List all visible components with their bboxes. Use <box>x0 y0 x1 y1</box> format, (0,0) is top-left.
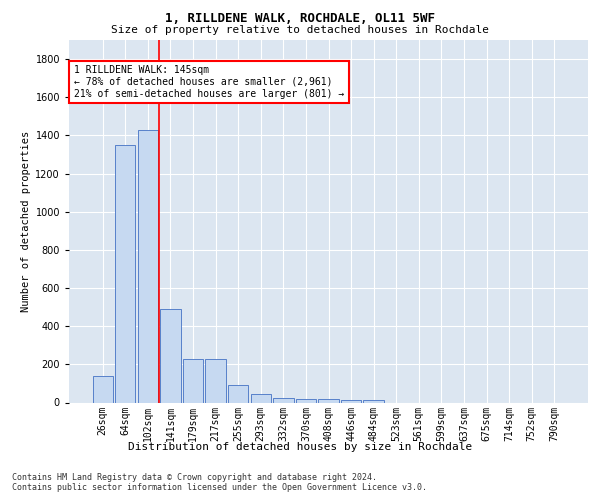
Text: Distribution of detached houses by size in Rochdale: Distribution of detached houses by size … <box>128 442 472 452</box>
Text: 1, RILLDENE WALK, ROCHDALE, OL11 5WF: 1, RILLDENE WALK, ROCHDALE, OL11 5WF <box>165 12 435 26</box>
Bar <box>205 358 226 403</box>
Text: Size of property relative to detached houses in Rochdale: Size of property relative to detached ho… <box>111 25 489 35</box>
Bar <box>228 386 248 402</box>
Y-axis label: Number of detached properties: Number of detached properties <box>21 130 31 312</box>
Text: 1 RILLDENE WALK: 145sqm
← 78% of detached houses are smaller (2,961)
21% of semi: 1 RILLDENE WALK: 145sqm ← 78% of detache… <box>74 66 344 98</box>
Bar <box>319 399 338 402</box>
Text: Contains HM Land Registry data © Crown copyright and database right 2024.
Contai: Contains HM Land Registry data © Crown c… <box>12 472 427 492</box>
Bar <box>273 398 293 402</box>
Bar <box>296 399 316 402</box>
Bar <box>364 400 384 402</box>
Bar <box>160 309 181 402</box>
Bar <box>115 145 136 403</box>
Bar <box>251 394 271 402</box>
Bar <box>92 376 113 402</box>
Bar <box>183 358 203 403</box>
Bar <box>341 400 361 402</box>
Bar <box>138 130 158 402</box>
